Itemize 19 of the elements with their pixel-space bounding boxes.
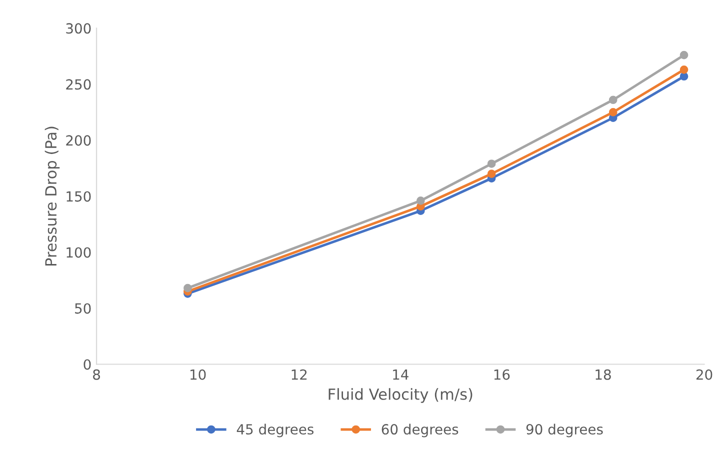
y-tick-label: 50 <box>75 303 91 314</box>
y-tick-label: 0 <box>84 359 91 370</box>
x-tick-label: 10 <box>190 369 206 380</box>
y-tick-label: 200 <box>66 135 91 146</box>
x-tick-label: 12 <box>292 369 307 380</box>
x-tick-label: 14 <box>393 370 408 380</box>
x-tick-label: 8 <box>93 369 100 380</box>
legend-label: 45 degrees <box>236 424 314 438</box>
legend-label: 60 degrees <box>382 424 458 438</box>
x-tick-label: 20 <box>696 369 712 380</box>
y-tick-label: 150 <box>66 191 91 202</box>
legend-label: 90 degrees <box>526 424 603 438</box>
y-tick-label: 300 <box>66 23 91 34</box>
y-axis-title: Pressure Drop (Pa) <box>44 126 60 266</box>
x-tick-label: 18 <box>596 369 611 380</box>
y-tick-label: 100 <box>66 247 91 258</box>
x-tick-label: 16 <box>494 369 510 380</box>
x-axis-title: Fluid Velocity (m/s) <box>328 388 472 403</box>
y-tick-label: 250 <box>66 79 91 90</box>
